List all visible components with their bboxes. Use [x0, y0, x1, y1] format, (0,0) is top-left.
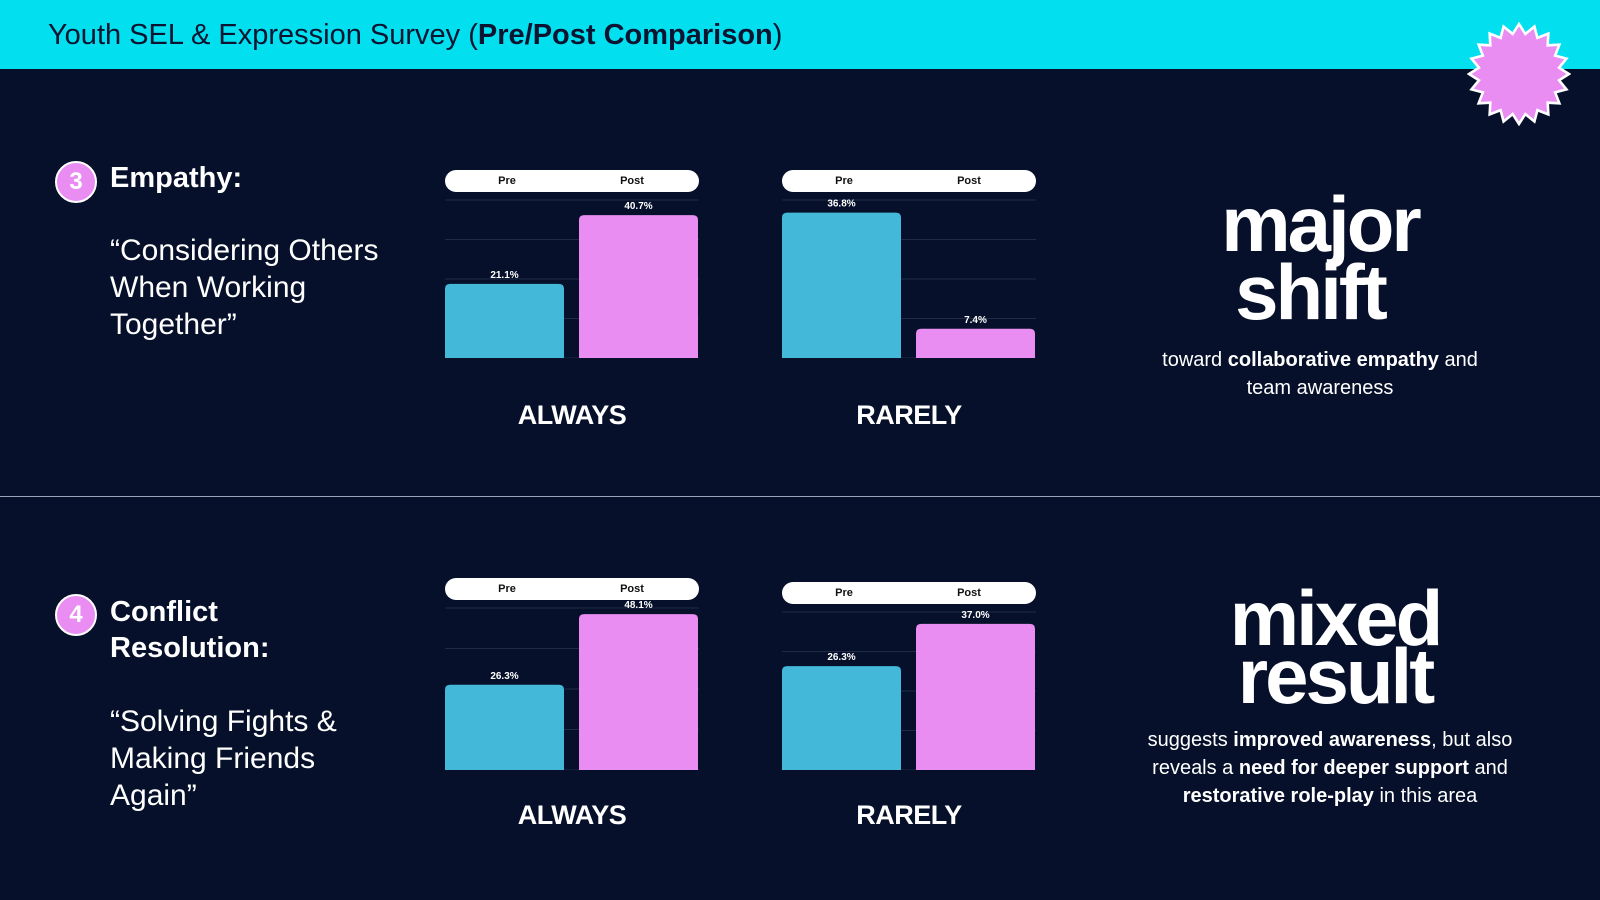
bar-chart: 21.1% 40.7% — [445, 199, 699, 358]
bar-post — [579, 215, 698, 358]
starburst-icon — [1467, 22, 1571, 126]
bar-chart: 26.3% 48.1% — [445, 600, 699, 770]
caption-text: in this area — [1373, 785, 1478, 807]
caption-emphasis: restorative role-play — [1182, 785, 1374, 807]
bar-post — [916, 623, 1035, 770]
page-title: Youth SEL & Expression Survey (Pre/Post … — [48, 19, 782, 52]
bar-value-label: 21.1% — [490, 270, 518, 281]
section-number-badge: 3 — [55, 161, 97, 203]
headline-caption: toward collaborative empathy and team aw… — [1140, 346, 1500, 402]
bar-pre — [445, 283, 564, 358]
headline-word: result — [1237, 632, 1435, 720]
caption-emphasis: need for deeper support — [1238, 757, 1469, 779]
section-quote: “Considering Others When Working Togethe… — [110, 234, 379, 341]
caption-text: suggests — [1147, 729, 1234, 751]
legend-item-post: Post — [620, 583, 644, 595]
headline-caption: suggests improved awareness, but also re… — [1140, 726, 1520, 810]
legend-item-pre: Pre — [835, 175, 853, 187]
chart-legend: Pre Post — [782, 170, 1036, 192]
caption-text: , but also reveals a — [1152, 729, 1513, 779]
bar-value-label: 37.0% — [961, 610, 989, 621]
section-title: Conflict Resolution: — [110, 596, 270, 664]
legend-item-pre: Pre — [498, 175, 516, 187]
bar-value-label: 26.3% — [827, 652, 855, 663]
chart-category-label: ALWAYS — [517, 400, 627, 430]
legend-item-pre: Pre — [835, 587, 853, 599]
caption-text: toward — [1162, 349, 1228, 371]
chart-category-label: RARELY — [856, 800, 962, 830]
section-quote: “Solving Fights & Making Friends Again” — [110, 705, 337, 812]
title-close: ) — [772, 19, 783, 51]
bar-post — [579, 614, 698, 770]
legend-item-post: Post — [957, 175, 981, 187]
bar-value-label: 48.1% — [624, 600, 652, 611]
bar-post — [916, 328, 1035, 358]
bar-chart: 26.3% 37.0% — [782, 610, 1036, 770]
headline-word: shift — [1235, 248, 1388, 336]
caption-text: and — [1468, 757, 1508, 779]
bar-value-label: 26.3% — [490, 671, 518, 682]
bar-pre — [445, 684, 564, 770]
section-title: Empathy: — [110, 162, 243, 194]
starburst-shape — [1467, 22, 1571, 126]
caption-emphasis: collaborative empathy — [1227, 349, 1439, 371]
headline-word: major — [1221, 180, 1421, 268]
chart-legend: Pre Post — [782, 582, 1036, 604]
legend-item-post: Post — [957, 587, 981, 599]
bar-value-label: 36.8% — [827, 199, 855, 210]
chart-category-label: RARELY — [856, 400, 962, 430]
legend-item-post: Post — [620, 175, 644, 187]
bar-chart: 36.8% 7.4% — [782, 199, 1036, 358]
bar-pre — [782, 212, 901, 358]
chart-category-label: ALWAYS — [517, 800, 627, 830]
chart-legend: Pre Post — [445, 170, 699, 192]
headline-word: mixed — [1229, 574, 1443, 662]
section-divider — [0, 496, 1600, 497]
caption-text: and team awareness — [1246, 349, 1478, 399]
section-number-badge: 4 — [55, 594, 97, 636]
header-bar: Youth SEL & Expression Survey (Pre/Post … — [0, 0, 1600, 69]
bar-value-label: 7.4% — [964, 315, 987, 326]
legend-item-pre: Pre — [498, 583, 516, 595]
bar-value-label: 40.7% — [624, 201, 652, 212]
bar-pre — [782, 666, 901, 770]
chart-legend: Pre Post — [445, 578, 699, 600]
title-bold: Pre/Post Comparison — [477, 19, 773, 51]
caption-emphasis: improved awareness — [1233, 729, 1432, 751]
title-plain: Youth SEL & Expression Survey ( — [48, 19, 478, 51]
